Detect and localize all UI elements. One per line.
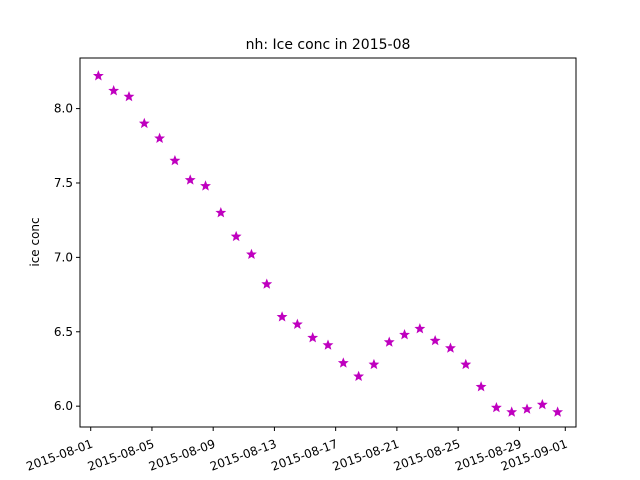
axes-frame bbox=[79, 57, 577, 428]
data-point bbox=[246, 248, 257, 260]
data-point bbox=[169, 154, 181, 166]
data-point bbox=[92, 70, 104, 81]
data-point bbox=[536, 398, 548, 410]
data-point bbox=[200, 180, 211, 191]
data-point bbox=[383, 336, 395, 347]
data-point bbox=[184, 174, 196, 185]
data-points bbox=[92, 70, 564, 417]
data-point bbox=[215, 207, 227, 218]
data-point bbox=[475, 381, 487, 392]
data-point bbox=[414, 323, 426, 334]
y-tick-label: 7.5 bbox=[54, 176, 73, 190]
data-point bbox=[368, 358, 380, 370]
data-point bbox=[506, 406, 518, 417]
chart-title: nh: Ice conc in 2015-08 bbox=[246, 37, 411, 53]
data-point bbox=[353, 370, 365, 382]
data-point bbox=[552, 406, 564, 417]
axes-background bbox=[80, 58, 576, 427]
data-point bbox=[276, 311, 288, 322]
y-tick-label: 7.0 bbox=[54, 250, 73, 264]
y-axis-ticks: 6.0 6.5 7.0 7.5 8.0 bbox=[54, 102, 80, 413]
y-axis-label: ice conc bbox=[28, 217, 42, 266]
data-point bbox=[429, 335, 441, 346]
data-point bbox=[230, 230, 242, 242]
data-point bbox=[154, 132, 166, 143]
plot-area bbox=[80, 58, 576, 427]
data-point bbox=[123, 90, 135, 102]
data-point bbox=[445, 342, 456, 353]
data-point bbox=[337, 357, 349, 368]
y-tick-label: 6.0 bbox=[54, 399, 73, 413]
data-point bbox=[521, 403, 533, 414]
data-point bbox=[108, 85, 120, 96]
data-point bbox=[261, 278, 273, 289]
data-point bbox=[460, 358, 472, 370]
data-point bbox=[307, 332, 319, 343]
data-point bbox=[138, 117, 150, 129]
data-point bbox=[490, 401, 502, 413]
y-tick-label: 6.5 bbox=[54, 325, 73, 339]
data-point bbox=[322, 339, 334, 350]
data-point bbox=[291, 318, 303, 329]
data-point bbox=[399, 329, 410, 340]
y-tick-label: 8.0 bbox=[54, 102, 73, 116]
